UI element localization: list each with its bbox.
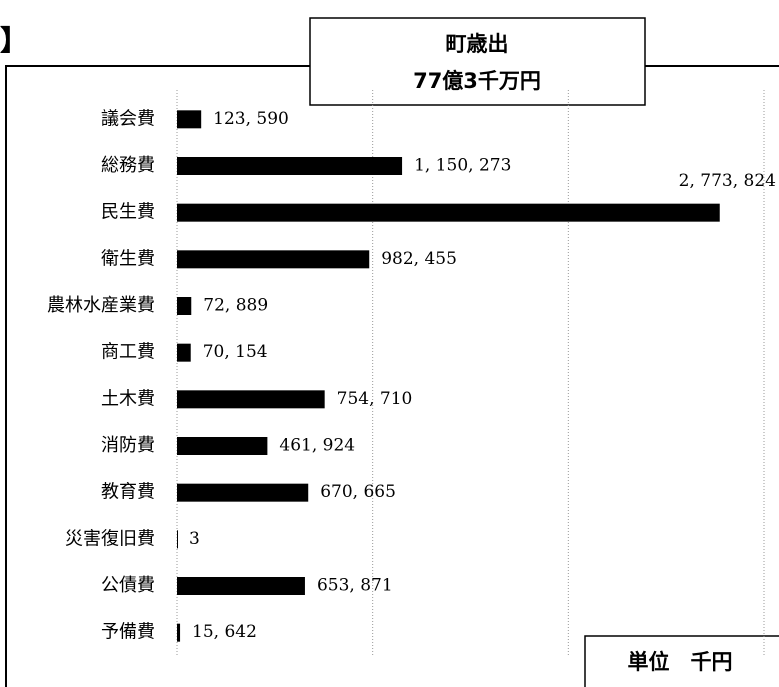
bar <box>177 390 325 409</box>
y-tick-label: 予備費 <box>101 622 155 643</box>
chart-title: 町歳出 <box>446 32 509 56</box>
bar <box>177 483 309 502</box>
bracket: 】 <box>0 24 28 57</box>
value-label: 653, 871 <box>317 576 393 596</box>
y-tick-label: 商工費 <box>101 342 155 363</box>
value-label: 2, 773, 824 <box>679 171 776 191</box>
title-box <box>309 17 646 106</box>
y-tick-label: 災害復旧費 <box>65 528 155 549</box>
bar <box>177 577 305 595</box>
value-label: 70, 154 <box>203 342 268 362</box>
chart-subtitle: 77億3千万円 <box>413 69 541 93</box>
unit-label: 単位 千円 <box>628 650 733 674</box>
value-label: 123, 590 <box>213 109 289 129</box>
y-tick-label: 民生費 <box>101 202 155 223</box>
bar <box>177 437 268 455</box>
value-label: 1, 150, 273 <box>414 156 511 176</box>
y-tick-label: 教育費 <box>101 482 155 503</box>
bar <box>177 157 403 175</box>
y-tick-label: 消防費 <box>101 435 155 456</box>
value-label: 982, 455 <box>381 249 457 269</box>
value-label: 670, 665 <box>320 482 396 502</box>
value-label: 754, 710 <box>337 389 413 409</box>
bar <box>177 297 192 315</box>
bar <box>177 343 191 362</box>
y-tick-label: 公債費 <box>101 575 155 596</box>
value-label: 72, 889 <box>203 296 268 316</box>
y-tick-label: 議会費 <box>101 108 155 129</box>
y-tick-label: 土木費 <box>101 388 155 409</box>
bar <box>177 203 720 222</box>
y-tick-label: 総務費 <box>101 155 155 176</box>
value-label: 3 <box>189 529 200 549</box>
value-label: 461, 924 <box>279 436 355 456</box>
y-tick-label: 農林水産業費 <box>47 295 155 316</box>
bar <box>177 110 202 129</box>
bar <box>177 250 370 269</box>
bar <box>177 530 178 549</box>
unit-box <box>584 635 779 687</box>
y-tick-label: 衛生費 <box>101 248 155 269</box>
bar <box>177 623 181 642</box>
value-label: 15, 642 <box>192 622 257 642</box>
